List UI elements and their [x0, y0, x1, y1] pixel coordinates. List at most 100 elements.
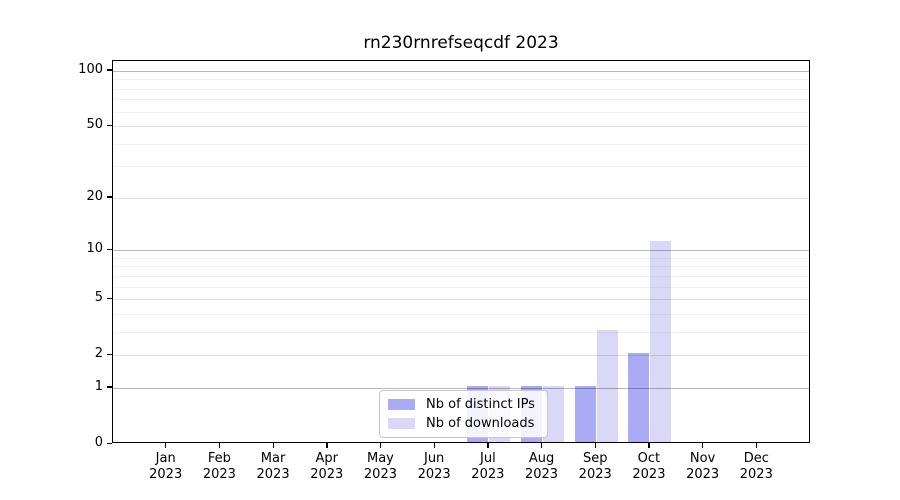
x-tick-label-line: Jan [155, 451, 176, 466]
x-tick-mark-sep-2023 [594, 443, 597, 448]
x-tick-label-line: Aug [528, 451, 555, 466]
x-tick-label-line: Nov [689, 451, 716, 466]
x-tick-label-line: 2023 [578, 467, 612, 482]
x-tick-mark-mar-2023 [272, 443, 274, 448]
x-tick-mark-jan-2023 [165, 443, 167, 448]
x-tick-label-apr-2023: Apr 2023 [295, 451, 359, 483]
x-tick-mark-aug-2023 [541, 443, 543, 448]
gridline-100 [113, 70, 809, 72]
x-tick-label-aug-2023: Aug 2023 [510, 451, 574, 483]
x-tick-label-mar-2023: Mar 2023 [241, 451, 305, 483]
legend: Nb of distinct IPs Nb of downloads [379, 390, 548, 438]
x-tick-label-jan-2023: Jan 2023 [134, 451, 198, 483]
y-tick-label-20: 20 [86, 188, 103, 204]
y-tick-mark-10 [107, 248, 112, 250]
gridline-minor-7 [113, 275, 809, 277]
x-tick-label-line: 2023 [363, 467, 397, 482]
x-tick-label-may-2023: May 2023 [348, 451, 412, 483]
legend-item-distinct-ips: Nb of distinct IPs [388, 396, 535, 413]
x-tick-label-line: Oct [637, 451, 661, 466]
x-tick-mark-feb-2023 [218, 443, 221, 448]
gridline-minor-30 [113, 166, 809, 168]
gridline-minor-8 [113, 266, 809, 268]
x-tick-mark-may-2023 [379, 443, 382, 448]
x-tick-mark-jun-2023 [433, 443, 435, 448]
x-tick-label-line: May [367, 451, 394, 466]
bars-layer [113, 61, 809, 442]
gridline-2 [113, 355, 809, 357]
x-tick-label-line: 2023 [524, 467, 559, 482]
x-tick-label-line: 2023 [417, 467, 451, 482]
bar-sep-2023-distinct-ips [574, 385, 596, 442]
gridline-minor-40 [113, 143, 809, 145]
x-tick-label-line: Feb [207, 451, 231, 466]
x-tick-label-line: Jun [423, 451, 445, 466]
bar-sep-2023-downloads [596, 329, 618, 442]
plot-area [112, 60, 810, 443]
x-tick-label-line: 2023 [202, 467, 236, 482]
y-tick-label-5: 5 [94, 290, 103, 306]
x-tick-label-jun-2023: Jun 2023 [402, 451, 466, 483]
y-tick-mark-5 [107, 297, 112, 299]
gridline-1 [113, 387, 809, 389]
gridline-5 [113, 299, 809, 301]
y-tick-label-2: 2 [94, 346, 103, 362]
x-tick-label-line: 2023 [471, 467, 505, 482]
x-tick-label-line: 2023 [739, 467, 773, 482]
y-tick-mark-1 [107, 386, 112, 388]
x-tick-label-line: 2023 [256, 467, 290, 482]
x-tick-label-dec-2023: Dec 2023 [724, 451, 788, 483]
legend-label-distinct-ips: Nb of distinct IPs [426, 397, 535, 412]
x-tick-label-line: 2023 [686, 467, 720, 482]
gridline-minor-90 [113, 79, 809, 81]
y-tick-mark-50 [107, 124, 112, 126]
grid-layer [113, 61, 809, 442]
bar-oct-2023-distinct-ips [628, 353, 650, 442]
y-tick-mark-0 [107, 442, 112, 444]
x-tick-label-line: 2023 [632, 467, 666, 482]
gridline-minor-9 [113, 257, 809, 259]
x-tick-label-feb-2023: Feb 2023 [187, 451, 251, 483]
x-tick-label-line: Dec [743, 451, 769, 466]
gridline-50 [113, 126, 809, 128]
y-tick-mark-2 [107, 353, 112, 355]
bar-aug-2023-downloads [543, 385, 565, 442]
x-tick-label-line: 2023 [149, 467, 183, 482]
bar-oct-2023-downloads [650, 241, 672, 442]
x-tick-label-line: Mar [260, 451, 286, 466]
y-tick-mark-20 [107, 196, 112, 198]
gridline-minor-3 [113, 331, 809, 333]
x-tick-label-sep-2023: Sep 2023 [563, 451, 627, 483]
x-tick-mark-dec-2023 [755, 443, 758, 448]
x-tick-label-line: Apr [315, 451, 339, 466]
x-tick-mark-oct-2023 [648, 443, 650, 448]
legend-label-downloads: Nb of downloads [426, 416, 535, 431]
gridline-minor-70 [113, 99, 809, 101]
x-tick-label-line: Jul [480, 451, 496, 466]
y-tick-label-1: 1 [94, 378, 103, 394]
gridline-minor-4 [113, 313, 809, 315]
y-tick-label-0: 0 [94, 435, 103, 450]
legend-swatch-distinct-ips [388, 399, 415, 410]
x-tick-label-oct-2023: Oct 2023 [617, 451, 681, 483]
y-tick-mark-100 [107, 69, 112, 71]
legend-swatch-downloads [388, 418, 415, 429]
gridline-minor-80 [113, 88, 809, 90]
x-tick-label-nov-2023: Nov 2023 [671, 451, 735, 483]
x-tick-label-line: 2023 [310, 467, 344, 482]
legend-item-downloads: Nb of downloads [388, 415, 535, 432]
gridline-10 [113, 250, 809, 252]
x-tick-label-line: Sep [582, 451, 608, 466]
y-tick-label-100: 100 [78, 61, 103, 77]
y-tick-label-10: 10 [86, 241, 103, 257]
gridline-20 [113, 197, 809, 199]
x-tick-label-jul-2023: Jul 2023 [456, 451, 520, 483]
x-tick-mark-apr-2023 [326, 443, 328, 448]
chart-title: rn230rnrefseqcdf 2023 [363, 33, 559, 53]
gridline-minor-6 [113, 286, 809, 288]
y-tick-label-50: 50 [86, 117, 103, 133]
x-tick-mark-nov-2023 [702, 443, 704, 448]
gridline-minor-60 [113, 111, 809, 113]
x-tick-mark-jul-2023 [487, 443, 489, 448]
